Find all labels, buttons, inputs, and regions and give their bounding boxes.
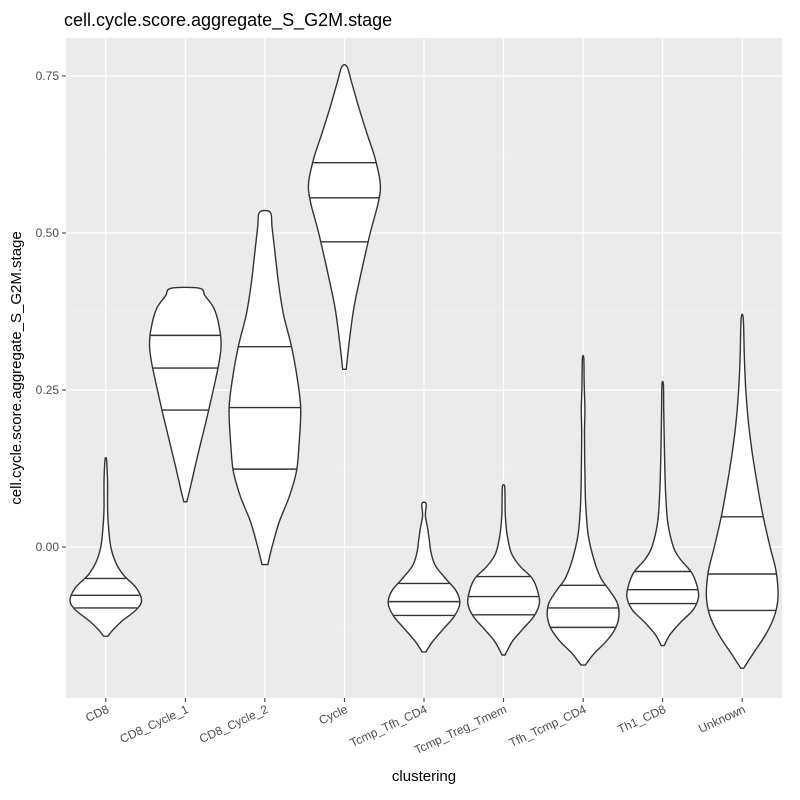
y-axis: 0.00 0.25 0.50 0.75: [36, 69, 66, 554]
y-tick-label: 0.25: [36, 383, 60, 397]
violin-CD8_Cycle_1: [148, 286, 222, 503]
violin-Tcmp_Tfh_CD4: [387, 501, 461, 653]
x-tick-label: Cycle: [317, 702, 350, 728]
chart-title: cell.cycle.score.aggregate_S_G2M.stage: [64, 10, 392, 31]
y-tick-label: 0.00: [36, 540, 60, 554]
x-tick-label: CD8_Cycle_2: [197, 702, 270, 746]
violin-Tcmp_Treg_Tmem: [466, 484, 541, 656]
x-tick-label: Unknown: [696, 702, 747, 736]
x-tick-label: CD8: [83, 702, 111, 725]
violin-Cycle: [307, 63, 382, 370]
x-axis: CD8 CD8_Cycle_1 CD8_Cycle_2 CycleTcmp_Tfh_C…: [83, 698, 747, 757]
violin-CD8: [69, 456, 143, 637]
x-tick-label: Tfh_Tcmp_CD4: [507, 702, 589, 750]
y-axis-title: cell.cycle.score.aggregate_S_G2M.stage: [8, 231, 25, 504]
violin-CD8_Cycle_2: [228, 209, 302, 566]
y-tick-label: 0.50: [36, 226, 60, 240]
violin-Th1_CD8: [626, 380, 700, 647]
violins-group: [69, 63, 779, 669]
x-tick-label: Th1_CD8: [615, 702, 668, 737]
x-axis-title: clustering: [392, 768, 456, 785]
y-tick-label: 0.75: [36, 69, 60, 83]
x-tick-label: CD8_Cycle_1: [118, 702, 191, 746]
violin-Unknown: [705, 313, 779, 669]
violin-Tfh_Tcmp_CD4: [546, 354, 620, 666]
